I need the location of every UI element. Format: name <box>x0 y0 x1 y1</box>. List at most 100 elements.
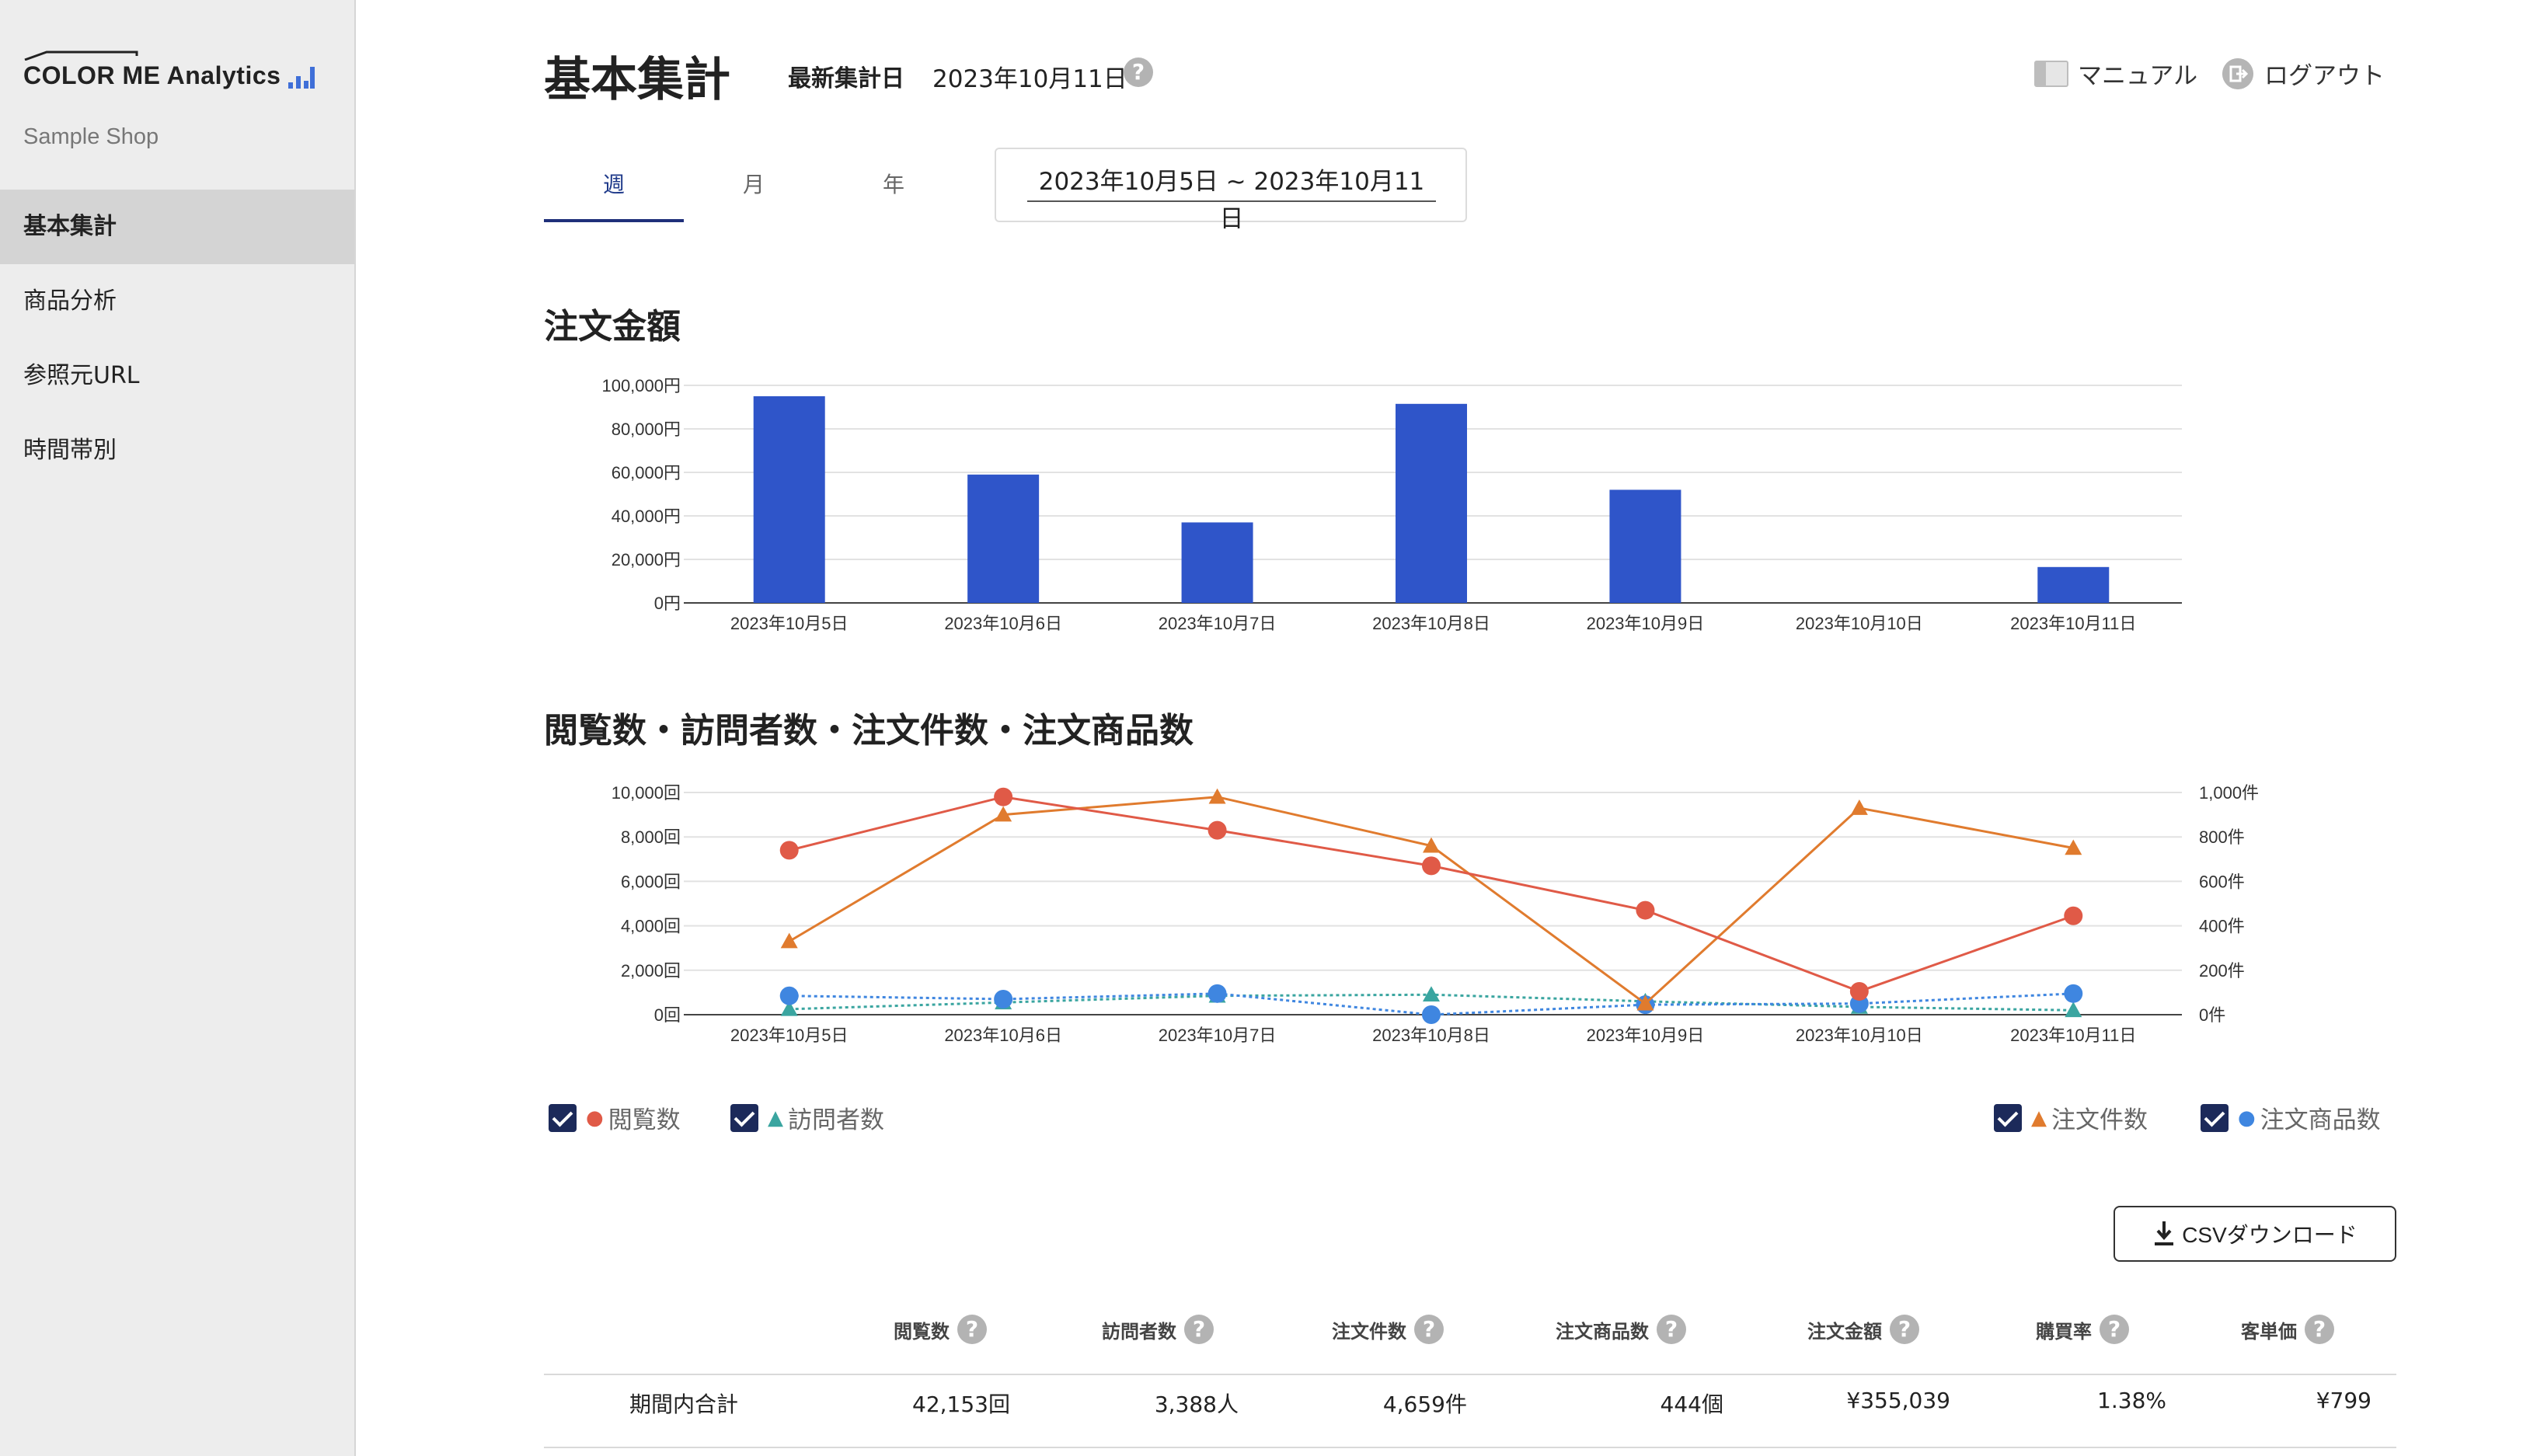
download-icon <box>2155 1221 2174 1245</box>
legend-order-items[interactable]: ● 注文商品数 <box>2201 1100 2381 1135</box>
checkbox-visitors[interactable] <box>730 1103 758 1132</box>
data-point <box>994 787 1013 806</box>
checkbox-order-items[interactable] <box>2201 1103 2229 1132</box>
x-tick-label: 2023年10月11日 <box>2010 614 2136 633</box>
color-me-analytics-logo[interactable]: COLOR ME Analytics <box>23 50 315 90</box>
book-icon <box>2034 60 2068 87</box>
x-tick-label: 2023年10月5日 <box>730 1026 849 1045</box>
data-point <box>994 989 1013 1008</box>
bar <box>1181 522 1253 603</box>
date-range-input[interactable]: 2023年10月5日 ~ 2023年10月11日 <box>1027 163 1436 233</box>
x-tick-label: 2023年10月6日 <box>944 1026 1062 1045</box>
help-icon[interactable]: ? <box>1657 1315 1686 1344</box>
legend-label: 閲覧数 <box>608 1106 681 1134</box>
tab-week[interactable]: 週 <box>544 155 684 222</box>
data-point <box>779 841 799 860</box>
cell-order-items: 444個 <box>1660 1392 1723 1417</box>
x-tick-label: 2023年10月10日 <box>1796 614 1923 633</box>
y-tick-label: 80,000円 <box>612 420 681 439</box>
bar <box>2037 566 2110 603</box>
checkbox-order-count[interactable] <box>1994 1103 2022 1132</box>
header-avg-order-value: 客単価? <box>2241 1315 2334 1344</box>
row-label: 期間内合計 <box>629 1392 739 1417</box>
data-point <box>2065 839 2082 855</box>
legend-page-views[interactable]: ● 閲覧数 <box>549 1100 681 1135</box>
latest-date-label: 最新集計日 <box>788 65 904 92</box>
bar <box>753 396 825 603</box>
y-right-tick-label: 600件 <box>2199 872 2245 891</box>
header-order-items: 注文商品数? <box>1556 1315 1686 1344</box>
logout-link[interactable]: ログアウト <box>2222 56 2385 91</box>
sidebar-item-product-analysis[interactable]: 商品分析 <box>23 287 117 315</box>
legend-label: 訪問者数 <box>788 1106 884 1134</box>
header-page-views: 閲覧数? <box>894 1315 987 1344</box>
sidebar: COLOR ME Analytics Sample Shop 基本集計 商品分析… <box>0 0 356 1456</box>
cell-page-views: 42,153回 <box>912 1392 1010 1417</box>
data-point <box>995 806 1012 822</box>
latest-date-value: 2023年10月11日 <box>932 65 1127 93</box>
data-point <box>2064 984 2083 1003</box>
sidebar-item-time-of-day[interactable]: 時間帯別 <box>23 437 117 464</box>
shop-name: Sample Shop <box>23 124 159 149</box>
x-tick-label: 2023年10月8日 <box>1372 614 1490 633</box>
y-left-tick-label: 8,000回 <box>621 827 681 847</box>
page-title: 基本集計 <box>544 53 730 107</box>
data-point <box>780 1000 798 1016</box>
help-icon[interactable]: ? <box>2100 1315 2129 1344</box>
legend-label: 注文商品数 <box>2260 1106 2381 1134</box>
data-point <box>1422 1005 1441 1024</box>
help-icon[interactable]: ? <box>957 1315 987 1344</box>
help-icon[interactable]: ? <box>2305 1315 2334 1344</box>
bar <box>967 474 1040 603</box>
legend-label: 注文件数 <box>2051 1106 2148 1134</box>
legend-order-count[interactable]: ▲ 注文件数 <box>1994 1100 2148 1135</box>
help-icon[interactable]: ? <box>1184 1315 1214 1344</box>
legend-visitors[interactable]: ▲ 訪問者数 <box>730 1100 884 1135</box>
checkbox-page-views[interactable] <box>549 1103 577 1132</box>
help-icon[interactable]: ? <box>1414 1315 1444 1344</box>
date-range-picker[interactable]: 2023年10月5日 ~ 2023年10月11日 <box>995 148 1467 233</box>
x-tick-label: 2023年10月6日 <box>944 614 1062 633</box>
data-point <box>1636 994 1654 1011</box>
help-icon[interactable]: ? <box>1890 1315 1919 1344</box>
csv-download-label: CSVダウンロード <box>2182 1223 2358 1247</box>
bar <box>1396 403 1467 603</box>
logout-icon <box>2222 57 2253 89</box>
data-point <box>1636 900 1655 920</box>
tab-month[interactable]: 月 <box>742 172 765 197</box>
cell-order-count: 4,659件 <box>1382 1392 1467 1417</box>
triangle-marker-icon: ▲ <box>768 1106 783 1130</box>
data-point <box>1208 984 1227 1003</box>
data-point <box>1422 856 1441 876</box>
multi-metric-title: 閲覧数・訪問者数・注文件数・注文商品数 <box>544 711 1194 751</box>
sidebar-item-referrer-url[interactable]: 参照元URL <box>23 362 140 389</box>
help-icon[interactable]: ? <box>1124 57 1153 87</box>
logout-label: ログアウト <box>2264 62 2385 90</box>
data-point <box>1208 788 1226 804</box>
metrics-line-chart: 0回 0件 2,000回 200件 4,000回 400件 6,000回 600件 8,000回… <box>612 783 2259 1045</box>
sidebar-item-basic-summary[interactable]: 基本集計 <box>0 190 354 264</box>
y-tick-label: 60,000円 <box>612 463 681 482</box>
y-left-tick-label: 2,000回 <box>621 961 681 981</box>
logo-roof-icon <box>24 51 138 61</box>
x-tick-label: 2023年10月10日 <box>1796 1026 1923 1045</box>
data-point <box>1849 981 1869 1001</box>
x-tick-label: 2023年10月9日 <box>1587 614 1705 633</box>
manual-link[interactable]: マニュアル <box>2034 56 2197 91</box>
x-tick-label: 2023年10月9日 <box>1587 1026 1705 1045</box>
tab-year[interactable]: 年 <box>882 172 904 197</box>
data-point <box>780 932 798 949</box>
cell-purchase-rate: 1.38% <box>2097 1388 2166 1413</box>
y-tick-label: 0円 <box>654 594 681 613</box>
header-order-count: 注文件数? <box>1332 1315 1444 1344</box>
bar <box>1609 489 1681 603</box>
x-tick-label: 2023年10月8日 <box>1372 1026 1490 1045</box>
triangle-marker-icon: ▲ <box>2031 1106 2047 1130</box>
y-left-tick-label: 0回 <box>654 1005 681 1025</box>
data-point <box>2065 1001 2082 1018</box>
header-visitors: 訪問者数? <box>1102 1315 1214 1344</box>
cell-order-amount: ¥355,039 <box>1846 1388 1950 1413</box>
csv-download-button[interactable]: CSVダウンロード <box>2114 1206 2396 1262</box>
y-right-tick-label: 0件 <box>2199 1005 2225 1025</box>
